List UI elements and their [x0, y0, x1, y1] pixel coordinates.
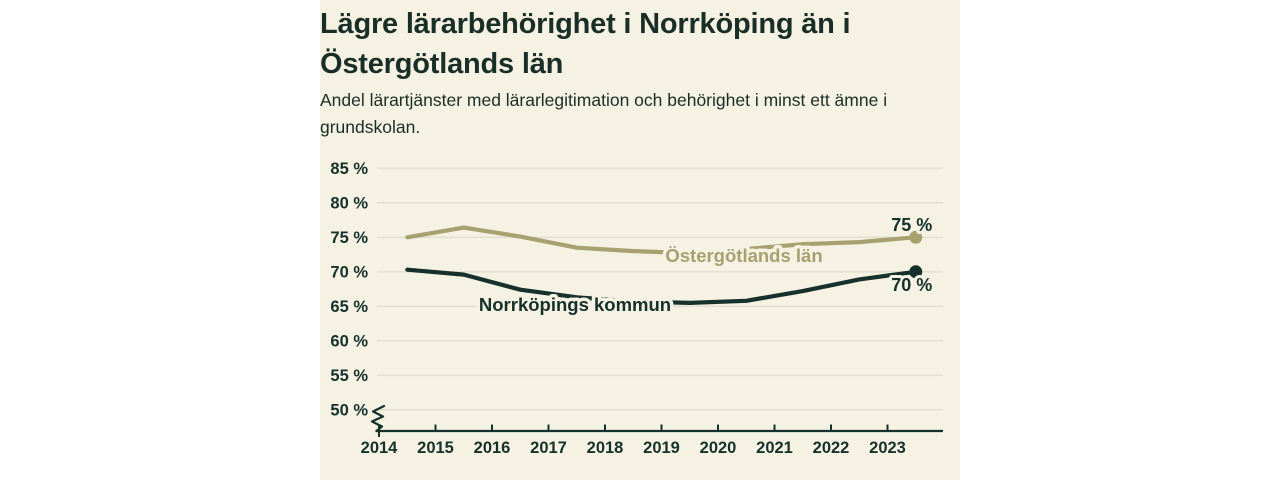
- chart-panel: [320, 0, 960, 480]
- y-tick-label: 80 %: [330, 194, 368, 212]
- x-tick-label: 2019: [643, 439, 680, 457]
- y-tick-label: 60 %: [330, 332, 368, 350]
- series-label: Östergötlands län: [665, 245, 822, 266]
- chart-title: Lägre lärarbehörighet i Norrköping än i …: [320, 4, 920, 84]
- x-tick-label: 2014: [361, 439, 399, 457]
- chart-subtitle-line-2: grundskolan.: [320, 117, 421, 137]
- x-tick-label: 2022: [813, 439, 850, 457]
- x-tick-label: 2020: [700, 439, 737, 457]
- y-tick-label: 75 %: [330, 229, 368, 247]
- chart-subtitle-line-1: Andel lärartjänster med lärarlegitimatio…: [320, 90, 888, 110]
- axis-break-squiggle: [370, 404, 386, 433]
- series-line: [405, 225, 918, 256]
- series-label: Norrköpings kommun: [479, 294, 671, 315]
- end-value-label: 70 %: [891, 275, 932, 295]
- y-tick-label: 65 %: [330, 298, 368, 316]
- chart-subtitle: Andel lärartjänster med lärarlegitimatio…: [320, 87, 950, 141]
- x-tick-label: 2021: [756, 439, 793, 457]
- y-tick-label: 70 %: [330, 263, 368, 281]
- chart-title-line-2: Östergötlands län: [320, 48, 564, 80]
- x-tick-label: 2023: [869, 439, 906, 457]
- x-tick-label: 2018: [587, 439, 624, 457]
- series-end-dot: [909, 230, 923, 244]
- series-end-dot: [909, 265, 923, 279]
- chart-title-line-1: Lägre lärarbehörighet i Norrköping än i: [320, 8, 851, 40]
- x-tick-label: 2017: [530, 439, 567, 457]
- end-value-label: 75 %: [891, 215, 932, 235]
- y-tick-label: 50 %: [330, 401, 368, 419]
- x-tick-label: 2015: [417, 439, 454, 457]
- x-tick-label: 2016: [474, 439, 511, 457]
- series-line: [405, 267, 918, 305]
- y-tick-label: 85 %: [330, 160, 368, 178]
- y-tick-label: 55 %: [330, 367, 368, 385]
